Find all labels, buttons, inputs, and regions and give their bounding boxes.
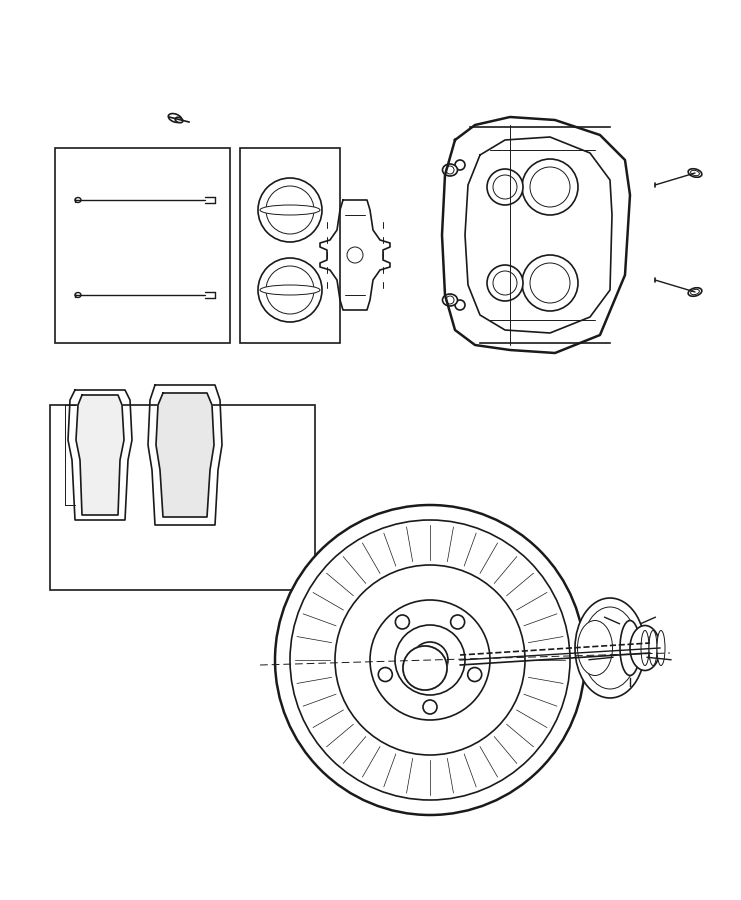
Ellipse shape — [630, 626, 660, 670]
Circle shape — [335, 565, 525, 755]
Ellipse shape — [688, 168, 702, 177]
Ellipse shape — [649, 631, 657, 665]
Circle shape — [266, 186, 314, 234]
Circle shape — [446, 166, 454, 174]
Ellipse shape — [577, 620, 613, 676]
Circle shape — [412, 642, 448, 678]
Circle shape — [290, 520, 570, 800]
Ellipse shape — [75, 197, 81, 202]
Circle shape — [493, 175, 517, 199]
Circle shape — [258, 258, 322, 322]
Circle shape — [522, 159, 578, 215]
Circle shape — [347, 247, 363, 263]
Ellipse shape — [260, 285, 320, 295]
Circle shape — [455, 160, 465, 170]
Circle shape — [530, 167, 570, 207]
Ellipse shape — [657, 631, 665, 665]
Circle shape — [403, 646, 447, 690]
Bar — [55, 148, 230, 343]
Circle shape — [530, 263, 570, 303]
Ellipse shape — [168, 113, 182, 122]
Circle shape — [487, 265, 523, 301]
Circle shape — [446, 296, 454, 304]
Circle shape — [379, 668, 392, 681]
Circle shape — [266, 266, 314, 314]
Circle shape — [468, 668, 482, 681]
Ellipse shape — [442, 164, 457, 176]
Bar — [240, 148, 340, 343]
Polygon shape — [156, 393, 214, 517]
Polygon shape — [403, 646, 447, 690]
Ellipse shape — [691, 170, 700, 176]
Circle shape — [396, 615, 409, 629]
Circle shape — [522, 255, 578, 311]
Polygon shape — [76, 395, 124, 515]
Circle shape — [403, 646, 447, 690]
Circle shape — [370, 600, 490, 720]
Ellipse shape — [260, 205, 320, 215]
Bar — [50, 405, 315, 590]
Circle shape — [258, 178, 322, 242]
Ellipse shape — [691, 289, 700, 294]
Circle shape — [487, 169, 523, 205]
Ellipse shape — [642, 637, 657, 659]
Ellipse shape — [442, 294, 457, 306]
Ellipse shape — [582, 607, 637, 689]
Ellipse shape — [620, 620, 640, 676]
Circle shape — [455, 300, 465, 310]
Circle shape — [493, 271, 517, 295]
Circle shape — [275, 505, 585, 815]
Ellipse shape — [688, 288, 702, 296]
Ellipse shape — [575, 598, 645, 698]
Circle shape — [395, 625, 465, 695]
Ellipse shape — [75, 292, 81, 298]
Ellipse shape — [175, 117, 183, 122]
Circle shape — [422, 652, 438, 668]
Ellipse shape — [641, 631, 649, 665]
Circle shape — [451, 615, 465, 629]
Circle shape — [423, 700, 437, 714]
